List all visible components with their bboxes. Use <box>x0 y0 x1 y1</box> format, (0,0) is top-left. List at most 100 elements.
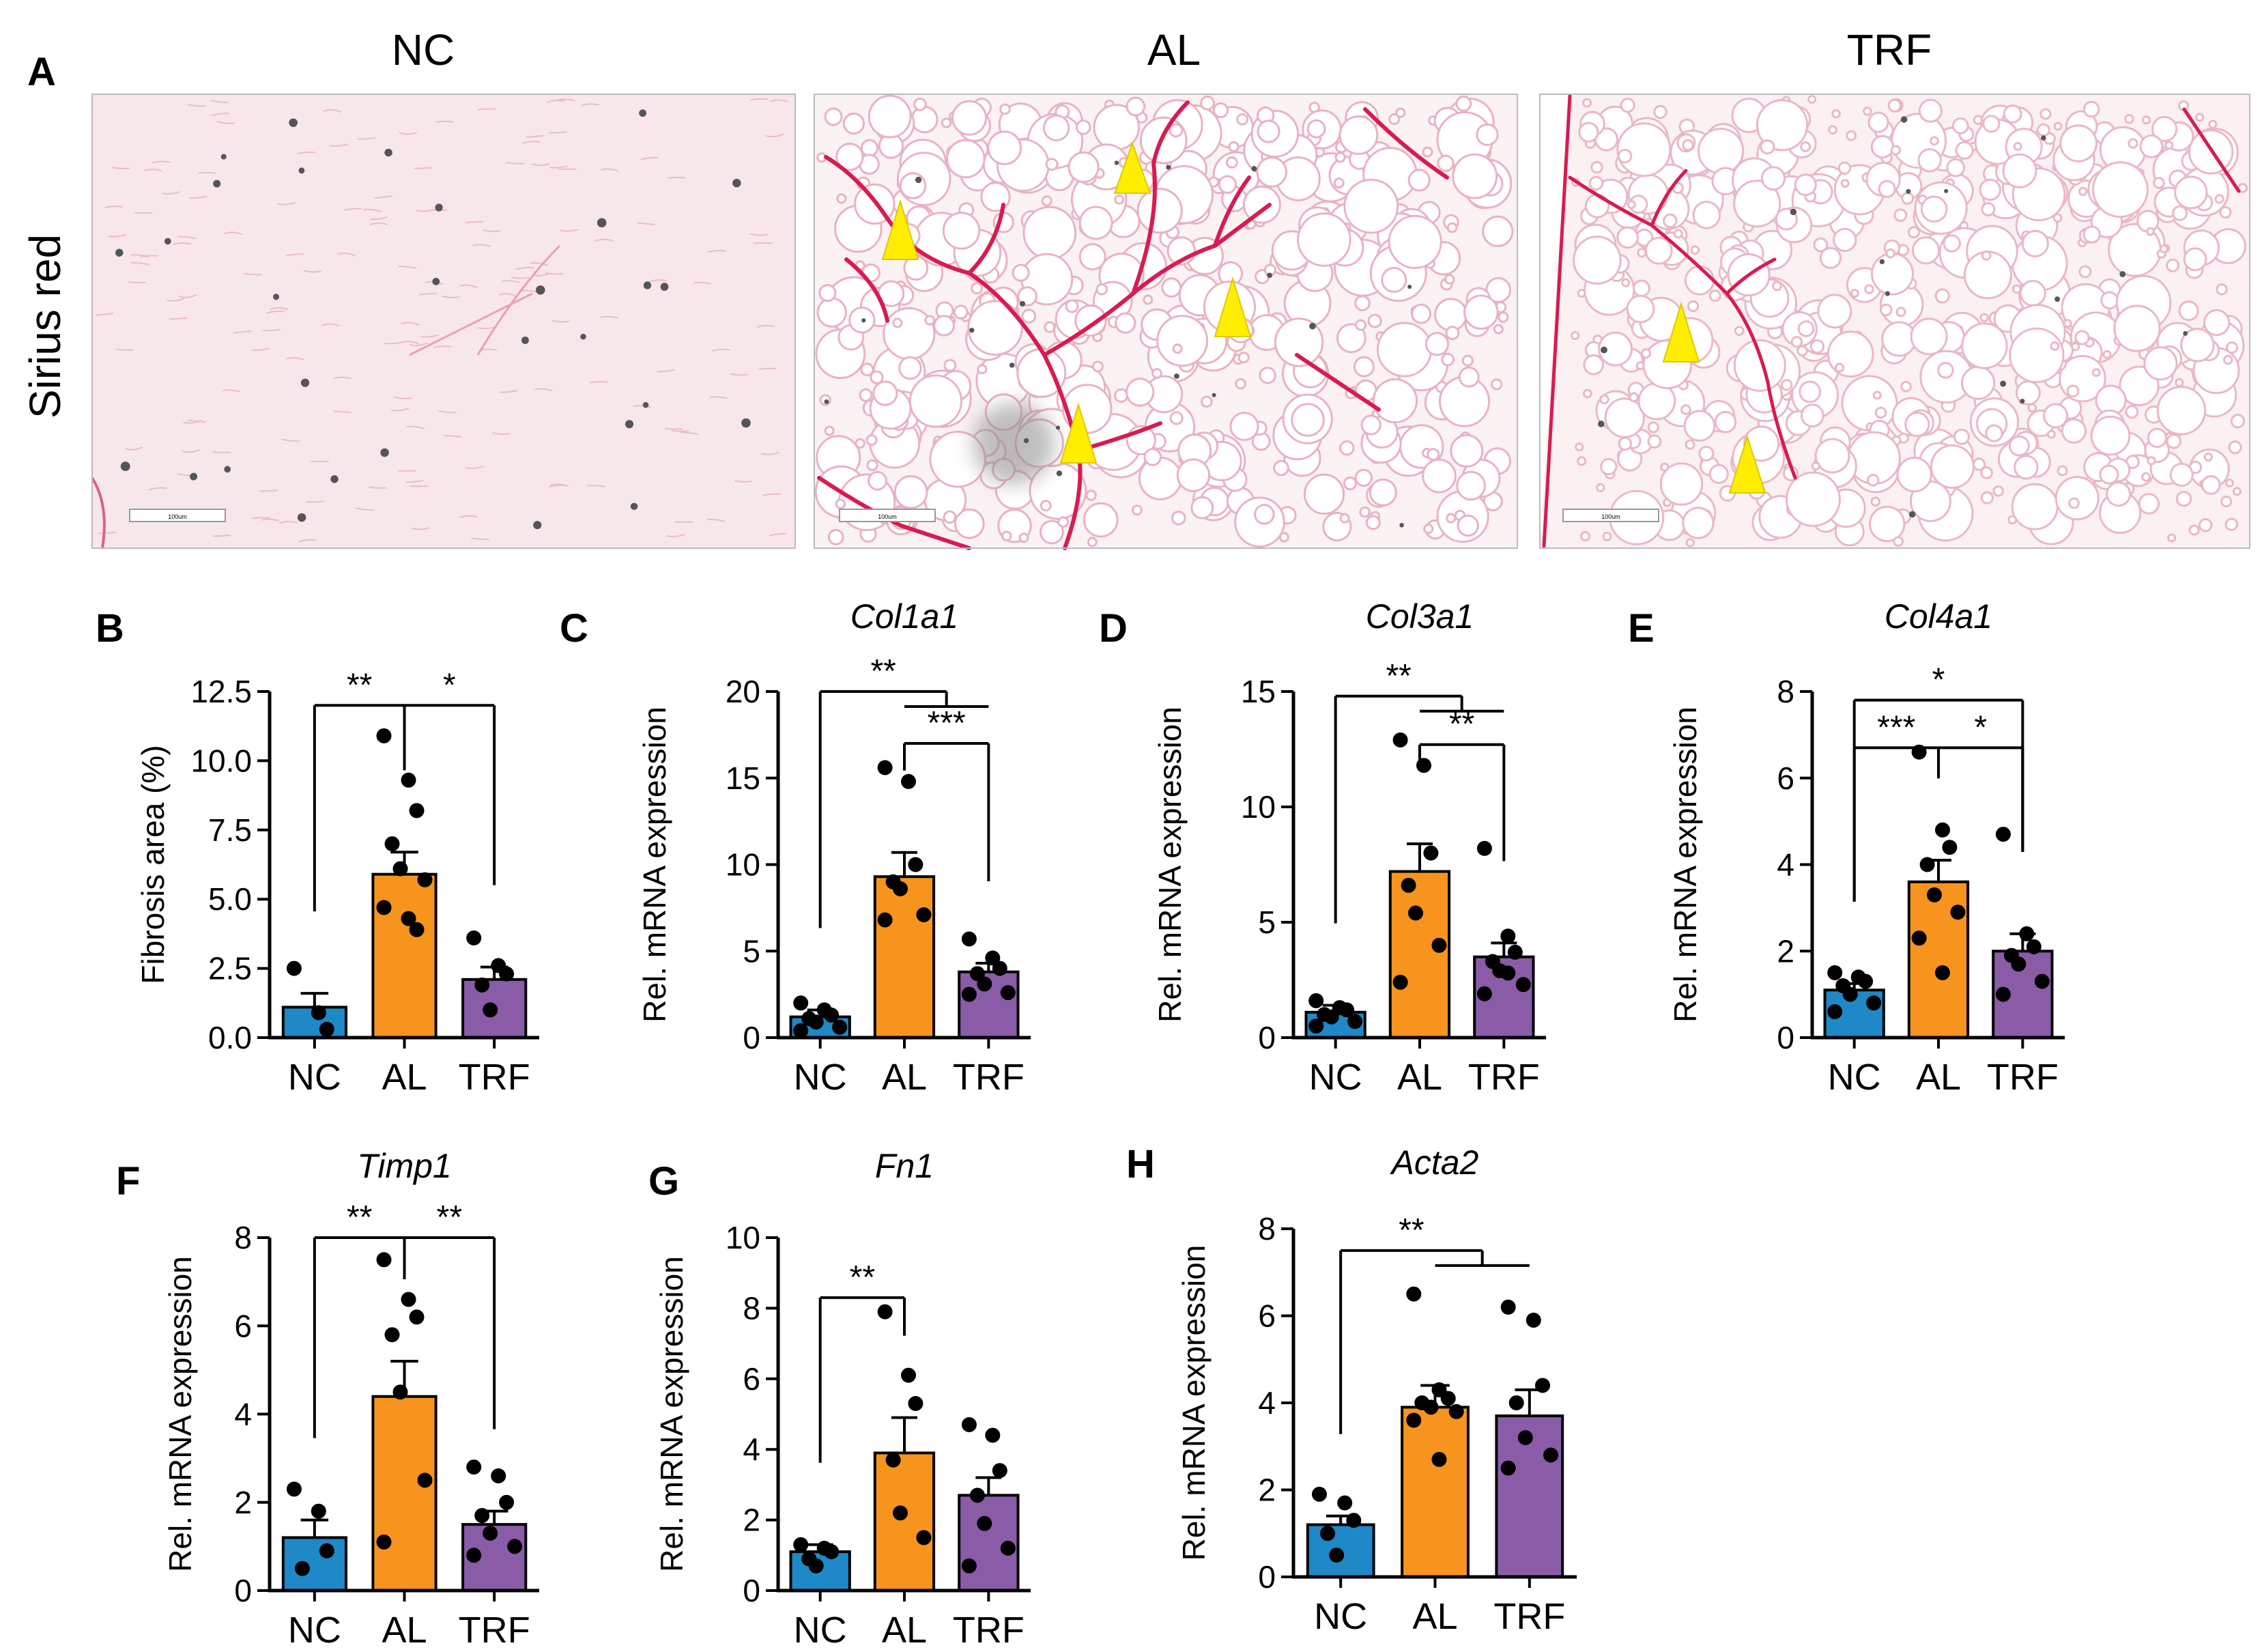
micrograph-trf: 100um <box>1539 94 2250 549</box>
y-tick-label: 0 <box>743 1020 760 1055</box>
panel-label-c: C <box>560 606 588 651</box>
y-axis-label: Rel. mRNA expression <box>654 1256 689 1572</box>
y-tick-label: 15 <box>1241 674 1276 709</box>
chart-title: Fn1 <box>875 1147 934 1185</box>
data-point <box>2026 939 2042 954</box>
data-point <box>1995 986 2011 1002</box>
data-point <box>466 1459 482 1475</box>
data-point <box>992 1463 1007 1479</box>
data-point <box>1500 965 1516 981</box>
y-tick-label: 0 <box>1777 1020 1794 1055</box>
chart-panel-h: H Acta2 Rel. mRNA expression 0 2 4 6 8 NC AL TRF ** <box>1126 1142 1577 1637</box>
y-tick-label: 10.0 <box>190 743 252 778</box>
data-point <box>1347 1014 1363 1029</box>
y-tick-label: 4 <box>743 1432 760 1467</box>
data-point <box>417 872 433 887</box>
data-point <box>1000 1541 1016 1556</box>
micrograph-title-al: AL <box>1147 25 1201 74</box>
panel-label-g: G <box>648 1159 679 1204</box>
data-point <box>961 1417 977 1432</box>
x-tick-label: NC <box>794 1057 847 1098</box>
data-point <box>294 1561 310 1576</box>
error-bar-trf <box>1491 941 1517 957</box>
y-tick-label: 0.0 <box>208 1020 252 1055</box>
data-point <box>401 772 416 788</box>
y-tick-label: 0 <box>1258 1559 1276 1595</box>
y-tick-label: 4 <box>234 1397 252 1432</box>
chart-title: Timp1 <box>357 1147 451 1185</box>
data-point <box>992 960 1007 976</box>
data-point <box>985 1427 1001 1443</box>
micrograph-title-trf: TRF <box>1847 25 1932 74</box>
x-tick-label: TRF <box>953 1057 1025 1098</box>
y-axis-label: Rel. mRNA expression <box>637 707 672 1023</box>
x-tick-label: TRF <box>953 1610 1025 1651</box>
data-point <box>466 1548 482 1563</box>
scale-bar-text: 100um <box>1601 513 1620 520</box>
x-tick-label: AL <box>1916 1057 1961 1098</box>
panel-label-a: A <box>27 50 56 94</box>
data-point <box>491 1468 506 1483</box>
y-axis-label: Rel. mRNA expression <box>1176 1245 1212 1561</box>
panel-label-f: F <box>116 1159 140 1204</box>
error-bar-al <box>891 1416 917 1453</box>
y-tick-label: 6 <box>1777 760 1794 796</box>
chart-panel-g: G Fn1 Rel. mRNA expression 0 2 4 6 8 10 NC AL TRF ** <box>648 1147 1031 1651</box>
data-point <box>1919 857 1935 872</box>
data-point <box>961 931 977 947</box>
data-point <box>1500 928 1516 944</box>
y-axis-label: Fibrosis area (%) <box>135 745 171 984</box>
data-point <box>376 1252 392 1268</box>
data-point <box>2034 973 2050 989</box>
y-axis-label: Rel. mRNA expression <box>1152 707 1188 1023</box>
data-point <box>507 1539 523 1554</box>
data-point <box>392 1384 408 1400</box>
data-point <box>1507 944 1523 960</box>
x-tick-label: AL <box>382 1610 427 1651</box>
data-point <box>877 912 893 928</box>
data-point <box>499 966 515 982</box>
significance-label: * <box>1932 662 1945 698</box>
significance-label: ** <box>347 1199 372 1236</box>
bar-al <box>873 1451 936 1592</box>
y-tick-label: 8 <box>1258 1211 1276 1247</box>
data-point <box>401 911 416 926</box>
y-tick-label: 6 <box>743 1361 760 1397</box>
data-point <box>916 1530 932 1546</box>
y-axis-label: Rel. mRNA expression <box>162 1256 198 1572</box>
y-tick-label: 8 <box>743 1290 760 1326</box>
chart-title: Col4a1 <box>1885 597 1992 636</box>
y-axis-label: Rel. mRNA expression <box>1667 707 1703 1023</box>
significance-bracket <box>818 1296 906 1463</box>
data-point <box>1935 965 1950 980</box>
significance-bracket <box>818 690 989 928</box>
data-point <box>1508 1395 1524 1410</box>
data-point <box>901 773 916 789</box>
y-tick-label: 4 <box>1258 1385 1276 1421</box>
data-point <box>961 986 977 1002</box>
bar-al <box>1401 1406 1470 1578</box>
data-point <box>1500 1460 1516 1476</box>
data-point <box>384 1327 400 1343</box>
data-point <box>808 1014 824 1030</box>
significance-bracket <box>1418 743 1506 861</box>
x-tick-label: AL <box>1412 1596 1457 1637</box>
x-tick-label: NC <box>1828 1057 1881 1098</box>
data-point <box>1440 1391 1456 1406</box>
data-point <box>1500 1299 1516 1315</box>
data-point <box>286 960 302 976</box>
significance-bracket <box>903 742 990 881</box>
y-tick-label: 20 <box>726 674 760 709</box>
significance-bracket <box>403 1236 496 1429</box>
scale-bar-nc: 100um <box>129 509 226 522</box>
scale-bar-trf: 100um <box>1562 509 1659 522</box>
chart-panel-b: B Fibrosis area (%) 0.0 2.5 5.0 7.5 10.0 12.5 NC… <box>96 606 539 1098</box>
data-point <box>1448 1404 1464 1419</box>
data-point <box>893 881 908 896</box>
y-tick-label: 2 <box>234 1485 252 1520</box>
error-bar-nc <box>300 1518 329 1538</box>
data-point <box>1408 905 1423 921</box>
data-point <box>824 1544 840 1560</box>
y-tick-label: 5 <box>743 933 760 969</box>
